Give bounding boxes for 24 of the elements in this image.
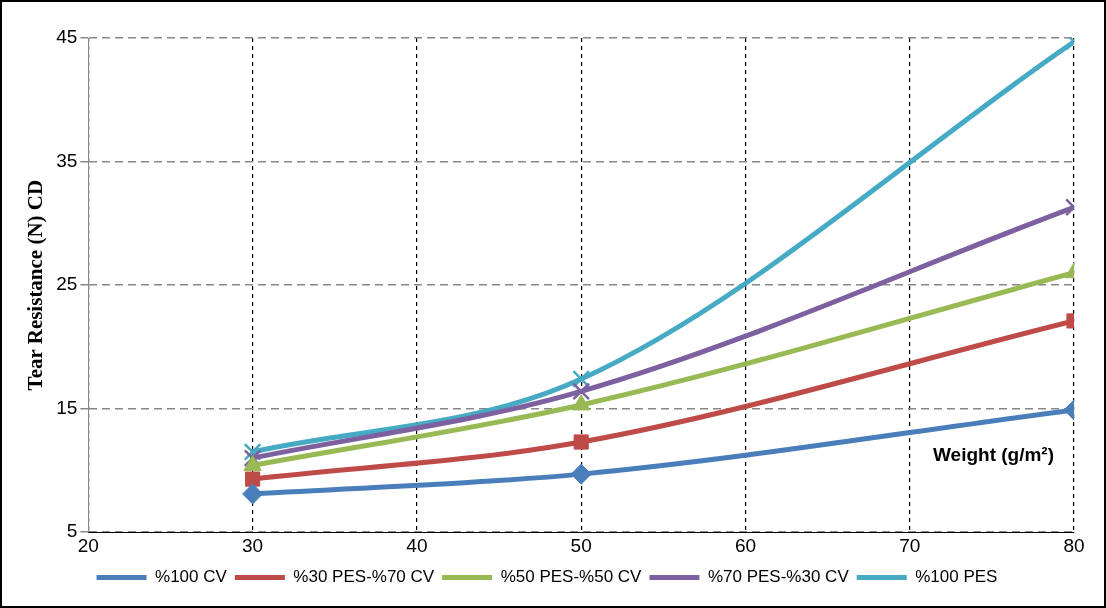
y-tick-label: 5 [66, 520, 78, 542]
x-axis-title: Weight (g/m²) [932, 443, 1054, 465]
legend-label: %50 PES-%50 CV [500, 567, 643, 587]
point [570, 463, 592, 485]
x-tick-label: 60 [734, 534, 757, 556]
y-tick-label: 35 [56, 149, 78, 171]
y-tick-label: 25 [56, 273, 78, 295]
y-axis-title: Tear Resistance (N) CD [23, 179, 48, 391]
x-tick-label: 80 [1063, 534, 1085, 556]
point [572, 382, 591, 401]
legend-label: %100 CV [155, 567, 228, 587]
point [573, 434, 589, 450]
legend-label: %70 PES-%30 CV [707, 567, 850, 587]
legend-label: %100 PES [915, 567, 998, 587]
x-tick-label: 70 [899, 534, 921, 556]
x-tick-label: 40 [406, 534, 428, 556]
point [242, 483, 264, 505]
x-tick-label: 20 [77, 534, 99, 556]
y-tick-label: 45 [56, 26, 78, 48]
x-tick-label: 30 [242, 534, 264, 556]
legend-label: %30 PES-%70 CV [293, 567, 435, 587]
point [245, 471, 261, 487]
x-tick-label: 50 [570, 534, 592, 556]
y-tick-label: 15 [56, 396, 78, 418]
